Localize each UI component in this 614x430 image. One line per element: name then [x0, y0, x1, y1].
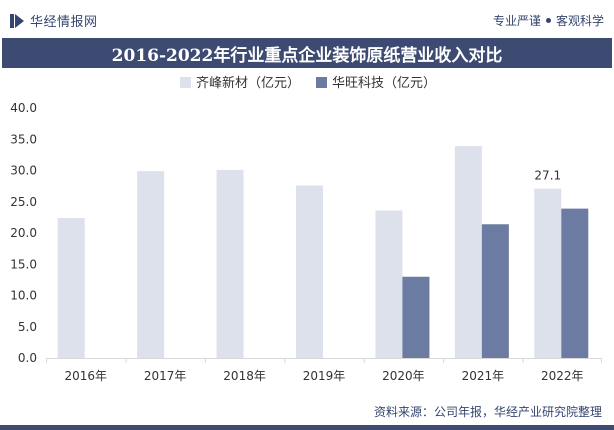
bar-qifeng [534, 188, 562, 358]
bar-chart: 齐峰新材（亿元） 华旺科技（亿元） 0.0 5.0 10.0 15.0 20.0 25.0 30… [10, 75, 602, 383]
x-tick-label: 2016年 [64, 369, 107, 383]
bar-qifeng [57, 218, 85, 358]
source-note: 资料来源：公司年报，华经产业研究院整理 [373, 405, 602, 419]
y-tick-label: 0.0 [18, 351, 37, 365]
y-tick-label: 25.0 [10, 195, 37, 209]
x-tick-label: 2019年 [303, 369, 346, 383]
header-bar: 华经情报网 专业严谨 客观科学 [0, 0, 614, 38]
slogan: 专业严谨 客观科学 [493, 12, 604, 29]
bottom-rule [0, 425, 614, 430]
y-tick-label: 30.0 [10, 164, 37, 178]
y-tick-label: 40.0 [10, 101, 37, 115]
chart-title: 2016-2022年行业重点企业装饰原纸营业收入对比 [2, 38, 612, 68]
brand-name: 华经情报网 [30, 15, 98, 30]
x-tick-label: 2018年 [223, 369, 266, 383]
y-tick-label: 5.0 [18, 320, 37, 334]
y-tick-label: 15.0 [10, 257, 37, 271]
bar-huawang [402, 276, 430, 358]
x-tick-label: 2021年 [462, 369, 505, 383]
x-tick-label: 2017年 [144, 369, 187, 383]
slogan-left: 专业严谨 [492, 14, 541, 28]
bar-qifeng [137, 171, 165, 358]
bar-qifeng [216, 169, 244, 358]
y-tick-label: 20.0 [10, 226, 37, 240]
bar-qifeng [454, 146, 482, 358]
x-tick-label: 2020年 [382, 369, 425, 383]
brand-logo-icon [10, 13, 24, 28]
legend-swatch [316, 77, 327, 88]
bar-huawang [561, 208, 589, 358]
y-tick-label: 10.0 [10, 289, 37, 303]
slogan-dot-icon [545, 18, 551, 23]
legend-label: 华旺科技（亿元） [332, 76, 436, 91]
data-label: 27.1 [534, 169, 561, 183]
y-tick-label: 35.0 [10, 132, 37, 146]
slogan-right: 客观科学 [555, 14, 604, 28]
legend-swatch [180, 77, 191, 88]
legend-label: 齐峰新材（亿元） [196, 75, 300, 91]
x-tick-label: 2022年 [541, 369, 584, 383]
brand: 华经情报网 [10, 11, 98, 30]
bar-qifeng [375, 210, 403, 358]
bar-huawang [481, 224, 509, 358]
bar-qifeng [296, 185, 323, 358]
